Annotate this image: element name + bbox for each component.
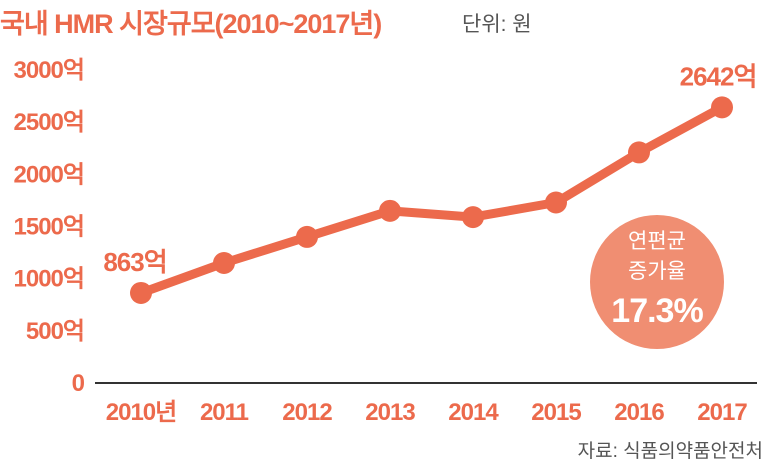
series-line [136, 102, 727, 298]
data-point [296, 225, 318, 248]
x-tick-label: 2015 [531, 399, 581, 426]
source-note: 자료: 식품의약품안전처 [577, 441, 763, 462]
y-tick-label: 3000억 [14, 57, 84, 84]
data-labels: 863억 2642억 [103, 61, 757, 277]
growth-rate-badge: 연편균 증가율 17.3% [590, 215, 724, 349]
y-tick-label: 2000억 [14, 161, 84, 188]
data-point [545, 191, 567, 214]
data-point [130, 281, 152, 304]
badge-value: 17.3% [611, 292, 703, 330]
x-tick-label: 2017 [697, 399, 747, 426]
data-points [130, 96, 733, 304]
x-axis-ticks: 2010년 2011 2012 2013 2014 2015 2016 2017 [106, 399, 749, 426]
growth-rate-badge-circle [590, 215, 724, 349]
x-tick-label: 2012 [282, 399, 332, 426]
x-tick-label: 2014 [448, 399, 499, 426]
unit-label: 단위: 원 [462, 13, 532, 36]
y-tick-label: 2500억 [14, 109, 84, 136]
x-tick-label: 2011 [200, 399, 249, 426]
y-tick-label: 0 [72, 370, 85, 397]
data-label: 2642억 [680, 61, 757, 91]
data-point [628, 141, 650, 164]
data-point [711, 96, 733, 119]
y-tick-label: 1500억 [14, 214, 84, 241]
y-axis-ticks: 0 500억 1000억 1500억 2000억 2500억 3000억 [14, 57, 86, 397]
data-point [379, 199, 401, 222]
x-tick-label: 2010년 [106, 399, 176, 426]
x-tick-label: 2013 [365, 399, 415, 426]
badge-line2: 증가율 [628, 260, 686, 283]
badge-line1: 연편균 [628, 230, 686, 253]
y-tick-label: 500억 [26, 318, 84, 345]
chart-title: 국내 HMR 시장규모(2010~2017년) [0, 9, 382, 39]
x-tick-label: 2016 [614, 399, 664, 426]
data-point [462, 206, 484, 229]
y-tick-label: 1000억 [14, 266, 84, 293]
data-point [213, 252, 235, 275]
data-label: 863억 [103, 247, 166, 277]
